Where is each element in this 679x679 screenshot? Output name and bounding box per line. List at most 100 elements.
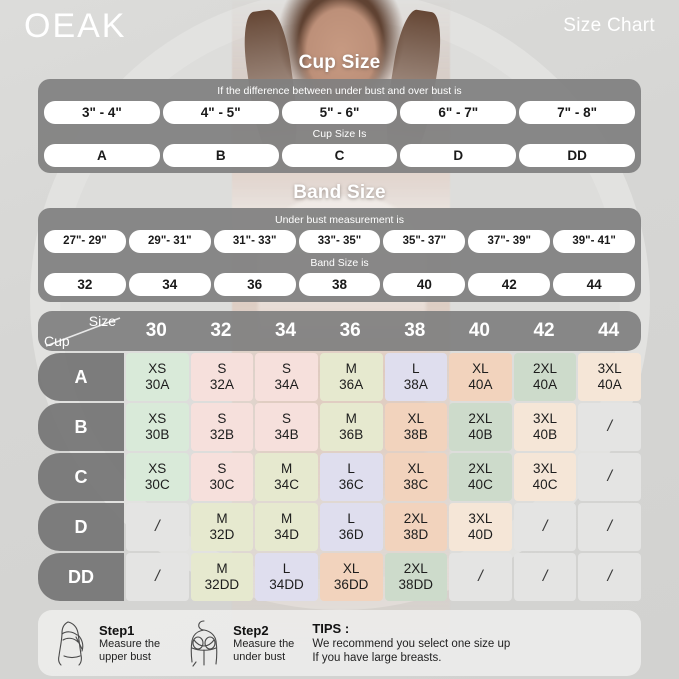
step-1: Step1 Measure the upper bust	[52, 618, 160, 668]
matrix-column-header-30: 30	[145, 320, 167, 341]
matrix-row-DD: DD / M 32DD L 34DD XL 36DD 2XL 38DD / / /	[38, 553, 641, 601]
matrix-header-row: Size Cup 30 32 34 36 38 40 42 44	[38, 311, 641, 351]
tips-line-2: If you have large breasts.	[312, 652, 442, 664]
matrix-cell-42-B: 3XL 40B	[513, 403, 577, 451]
cell-size-code: L	[282, 561, 291, 576]
matrix-cell-34-D: M 34D	[255, 503, 318, 551]
cup-letter-cell-0: A	[44, 144, 160, 167]
cell-band-cup: 36D	[338, 527, 364, 542]
cell-band-cup: 36DD	[333, 577, 369, 592]
matrix-column-header-40: 40	[468, 320, 490, 341]
matrix-cell-32-A: S 32A	[190, 353, 254, 401]
matrix-cell-30-B: XS 30B	[126, 403, 189, 451]
cell-size-code: M	[345, 411, 357, 426]
tips-block: TIPS : We recommend you select one size …	[312, 621, 510, 665]
top-bar: OEAK Size Chart	[0, 0, 679, 52]
cell-size-code: 2XL	[533, 361, 558, 376]
cell-band-cup: 36C	[338, 477, 364, 492]
matrix-cell-36-A: M 36A	[319, 353, 383, 401]
cell-size-code: 2XL	[403, 561, 428, 576]
step-2: Step2 Measure the under bust	[182, 618, 294, 668]
cell-band-cup: 40B	[533, 427, 558, 442]
matrix-cell-44-D: /	[578, 503, 641, 551]
cell-size-code: S	[217, 411, 227, 426]
cell-size-code: S	[217, 461, 227, 476]
matrix-column-header-36: 36	[339, 320, 361, 341]
brand-logo: OEAK	[24, 7, 127, 45]
cup-letter-cell-1: B	[162, 144, 279, 167]
matrix-cell-44-C: /	[578, 453, 641, 501]
cell-band-cup: 34B	[274, 427, 299, 442]
cell-band-cup: 40A	[533, 377, 558, 392]
matrix-cell-30-D: /	[126, 503, 189, 551]
cell-size-code: 2XL	[468, 461, 493, 476]
cell-band-cup: 34C	[274, 477, 299, 492]
matrix-cell-32-B: S 32B	[190, 403, 254, 451]
step-2-text: Step2 Measure the under bust	[233, 623, 294, 664]
matrix-cell-34-A: S 34A	[255, 353, 318, 401]
cell-band-cup: 38A	[403, 377, 428, 392]
cell-size-code: XL	[407, 461, 425, 476]
cell-band-cup: 40A	[597, 377, 622, 392]
cell-band-cup: 34DD	[269, 577, 304, 592]
cell-band-cup: 40B	[468, 427, 493, 442]
matrix-column-header-32: 32	[210, 320, 232, 341]
band-number-cell-6: 44	[553, 273, 636, 296]
step-2-line-1: Measure the	[233, 637, 295, 650]
cell-size-code: M	[280, 511, 293, 526]
cell-size-code: 3XL	[597, 361, 622, 376]
matrix-cell-32-D: M 32D	[190, 503, 254, 551]
band-range-row: 27"- 29" 29"- 31" 31"- 33" 33"- 35" 35"- 37"…	[44, 230, 636, 253]
matrix-cell-34-C: M 34C	[255, 453, 318, 501]
cell-size-code: XS	[148, 461, 167, 476]
band-size-caption-top: Under bust measurement is	[275, 214, 404, 226]
matrix-row-label-C: C	[38, 453, 124, 501]
matrix-cell-38-C: XL 38C	[384, 453, 448, 501]
matrix-row-D: D / M 32D M 34D L 36D 2XL 38D 3XL 40D / /	[38, 503, 641, 551]
band-size-panel: Under bust measurement is 27"- 29" 29"- 3…	[38, 208, 641, 302]
cell-size-code: XL	[342, 561, 360, 576]
matrix-cell-38-B: XL 38B	[384, 403, 448, 451]
cell-band-cup: 40A	[468, 377, 493, 392]
band-size-caption-bottom: Band Size is	[310, 257, 369, 269]
band-size-heading: Band Size	[293, 182, 386, 203]
cup-range-cell-2: 5" - 6"	[281, 101, 398, 124]
cup-range-row: 3" - 4" 4" - 5" 5" - 6" 6" - 7" 7" - 8"	[44, 101, 635, 124]
step-2-line-2: under bust	[233, 650, 286, 663]
matrix-cell-34-B: S 34B	[255, 403, 318, 451]
matrix-row-A: A XS 30A S 32A S 34A M 36A L 38A XL 40A 2XL 40A 3XL 40A	[38, 353, 641, 401]
cell-size-code: S	[217, 361, 227, 376]
band-range-cell-0: 27"- 29"	[44, 230, 126, 253]
matrix-cell-44-B: /	[578, 403, 641, 451]
diagonal-divider-icon	[45, 317, 121, 347]
matrix-cell-42-A: 2XL 40A	[513, 353, 577, 401]
cell-size-code: L	[347, 461, 355, 476]
matrix-column-header-44: 44	[598, 320, 620, 341]
matrix-column-header-42: 42	[533, 320, 555, 341]
page-title: Size Chart	[563, 15, 655, 36]
cup-letter-cell-2: C	[281, 144, 398, 167]
step-1-line-1: Measure the	[99, 637, 161, 650]
cell-band-cup: 38DD	[398, 577, 434, 592]
cell-size-code: M	[216, 561, 228, 576]
band-range-cell-3: 33"- 35"	[298, 230, 381, 253]
cell-size-code: 3XL	[533, 461, 558, 476]
cell-band-cup: 34A	[274, 377, 299, 392]
cell-size-code: S	[282, 411, 292, 426]
band-number-cell-1: 34	[128, 273, 211, 296]
matrix-cell-42-C: 3XL 40C	[513, 453, 577, 501]
cell-band-cup: 38C	[403, 477, 429, 492]
cup-letter-cell-4: DD	[519, 144, 635, 167]
cell-size-code: XS	[148, 411, 167, 426]
cell-size-code: 3XL	[468, 511, 493, 526]
matrix-corner-cell: Size Cup	[38, 311, 124, 351]
cup-size-caption-top: If the difference between under bust and…	[217, 85, 462, 97]
band-range-cell-2: 31"- 33"	[213, 230, 296, 253]
band-number-cell-2: 36	[213, 273, 296, 296]
matrix-cell-36-C: L 36C	[319, 453, 383, 501]
cup-letter-cell-3: D	[400, 144, 517, 167]
footer-guide: Step1 Measure the upper bust Step2 Measu…	[38, 610, 641, 676]
matrix-cell-38-D: 2XL 38D	[384, 503, 448, 551]
matrix-row-label-A: A	[38, 353, 124, 401]
matrix-body: A XS 30A S 32A S 34A M 36A L 38A XL 40A 2XL 40A 3XL 40A B…	[38, 353, 641, 601]
